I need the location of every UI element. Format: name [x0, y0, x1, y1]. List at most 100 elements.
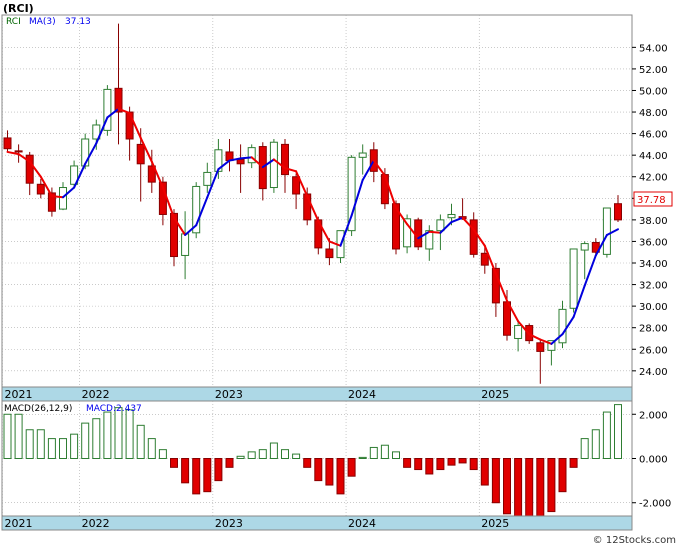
- macd-bar-positive: [36, 429, 45, 459]
- candle-up: [70, 165, 79, 185]
- macd-bar-negative: [547, 458, 556, 513]
- macd-bar-negative: [536, 458, 545, 521]
- candle-down: [325, 248, 334, 259]
- ma-segment: [161, 186, 175, 219]
- candle-up: [602, 207, 611, 255]
- macd-x-label: 2022: [82, 517, 110, 530]
- macd-bar-negative: [480, 458, 489, 486]
- ma-segment: [406, 223, 420, 240]
- candle-up: [59, 187, 67, 210]
- ma-segment: [383, 174, 397, 210]
- ma-segment: [472, 228, 486, 247]
- ma-segment: [572, 284, 586, 318]
- macd-bar-negative: [569, 458, 578, 468]
- candle-down: [14, 150, 23, 153]
- macd-bar-positive: [358, 456, 367, 459]
- candle-down: [491, 267, 500, 304]
- macd-x-axis-labels: 2021 2022 2023 2024 2025: [5, 517, 510, 530]
- candle-up: [347, 156, 356, 232]
- ma-segment: [506, 299, 520, 323]
- ma-segment: [539, 338, 553, 345]
- macd-bar-negative: [491, 458, 500, 504]
- macd-bar-positive: [591, 429, 600, 459]
- candle-up: [181, 233, 190, 256]
- macd-bar-negative: [192, 458, 201, 495]
- macd-bar-negative: [514, 458, 523, 519]
- macd-bar-positive: [81, 422, 90, 460]
- ma-segment: [517, 320, 531, 336]
- candle-down: [281, 143, 289, 176]
- price-x-label: 2024: [348, 388, 376, 401]
- ma-segment: [217, 159, 231, 171]
- macd-bar-positive: [236, 455, 245, 459]
- last-price-tag: 37.78: [637, 195, 666, 206]
- candle-down: [125, 111, 134, 140]
- macd-x-label: 2024: [348, 517, 376, 530]
- ma-segment: [361, 159, 375, 181]
- price-y-tick-label: 46.00: [639, 130, 668, 141]
- candle-down: [614, 203, 622, 221]
- ma-segment: [84, 142, 98, 165]
- candle-down: [480, 252, 489, 266]
- candle-up: [547, 340, 556, 351]
- candle-down: [36, 183, 45, 195]
- macd-bar-positive: [281, 449, 289, 459]
- macd-bar-positive: [47, 438, 56, 460]
- candle-up: [103, 88, 112, 131]
- macd-bar-positive: [380, 444, 389, 460]
- price-x-label: 2023: [215, 388, 243, 401]
- candle-down: [3, 137, 12, 150]
- candle-down: [114, 87, 123, 113]
- price-y-tick-label: 24.00: [639, 367, 668, 378]
- macd-bar-negative: [436, 458, 445, 471]
- ma-segment: [62, 186, 76, 199]
- macd-bar-negative: [403, 458, 412, 468]
- macd-bar-negative: [425, 458, 434, 475]
- candle-up: [436, 219, 445, 232]
- macd-y-axis: 2.000 0.000 -2.000: [632, 410, 671, 510]
- price-y-tick-label: 52.00: [639, 65, 668, 76]
- macd-bar-negative: [225, 458, 234, 468]
- macd-y-tick-label: 2.000: [639, 410, 668, 421]
- macd-bar-negative: [469, 458, 478, 471]
- ma-segment: [206, 168, 220, 199]
- candle-down: [47, 192, 56, 212]
- candle-up: [447, 213, 456, 219]
- macd-bar-positive: [136, 424, 145, 460]
- ma-segment: [594, 233, 608, 257]
- macd-bar-negative: [214, 458, 223, 482]
- ma-line: [6, 107, 619, 345]
- ma-segment: [6, 150, 20, 156]
- price-x-label: 2021: [5, 388, 33, 401]
- ma-segment: [184, 224, 198, 236]
- ma-segment: [150, 160, 164, 189]
- candle-down: [292, 176, 301, 195]
- price-y-tick-label: 54.00: [639, 43, 668, 54]
- ma-segment: [483, 244, 497, 275]
- candle-up: [269, 141, 278, 189]
- macd-bar-positive: [103, 411, 112, 459]
- macd-bar-positive: [92, 418, 101, 460]
- macd-bar-positive: [158, 449, 167, 459]
- macd-bar-positive: [25, 429, 34, 459]
- chart-title: (RCI): [3, 2, 34, 15]
- candle-down: [469, 219, 478, 255]
- ma-segment: [328, 240, 342, 247]
- candle-down: [170, 212, 178, 258]
- candle-down: [136, 143, 145, 165]
- legend-ma-value: 37.13: [65, 17, 91, 27]
- macd-bar-negative: [458, 458, 467, 464]
- ma-segment: [228, 157, 242, 162]
- macd-bar-positive: [14, 413, 23, 459]
- price-x-label: 2025: [481, 388, 509, 401]
- ma-segment: [295, 170, 309, 198]
- macd-y-tick-label: 0.000: [639, 455, 668, 466]
- price-y-tick-label: 34.00: [639, 259, 668, 270]
- price-y-tick-label: 44.00: [639, 151, 668, 162]
- macd-bars: [3, 404, 622, 521]
- ma-segment: [317, 219, 331, 243]
- ma-segment: [272, 158, 286, 170]
- ma-segment: [284, 167, 298, 173]
- macd-bar-negative: [347, 458, 356, 477]
